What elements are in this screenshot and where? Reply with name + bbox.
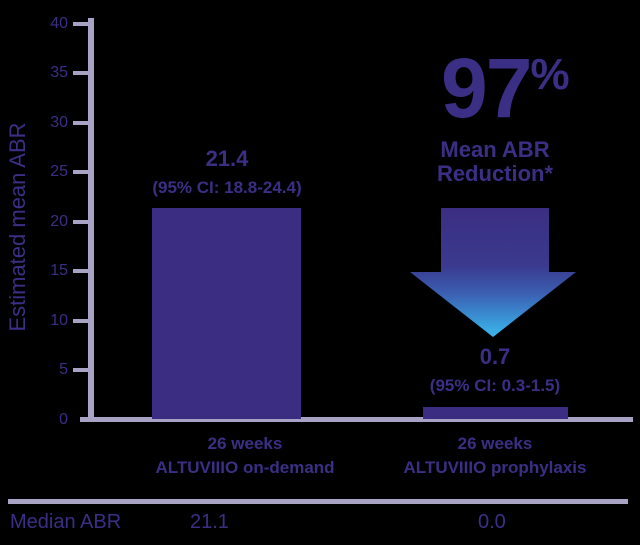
reduction-percent-number: 97: [441, 41, 532, 135]
x-axis-line: [80, 417, 633, 422]
y-tick-mark: [73, 269, 93, 273]
bar-prophylaxis: [423, 407, 568, 419]
median-abr-prophylaxis: 0.0: [478, 511, 506, 533]
bar-on-demand: [152, 208, 301, 419]
reduction-caption-line1: Mean ABR: [440, 137, 550, 162]
x-category-on-demand-line1: 26 weeks: [207, 434, 283, 453]
reduction-caption-line2: Reduction*: [436, 161, 554, 186]
y-tick-mark: [73, 121, 93, 125]
reduction-percent: 97%: [441, 46, 570, 130]
x-category-on-demand-line2: ALTUVIIIO on-demand: [155, 458, 335, 477]
x-category-on-demand: 26 weeks ALTUVIIIO on-demand: [110, 432, 380, 480]
reduction-caption: Mean ABR Reduction*: [405, 138, 585, 186]
y-tick-label-35: 35: [50, 64, 68, 81]
median-abr-on-demand: 21.1: [190, 511, 229, 533]
y-tick-mark: [73, 220, 93, 224]
y-axis-label: Estimated mean ABR: [5, 122, 30, 332]
bar-value-prophylaxis: 0.7: [479, 344, 511, 369]
y-tick-label-15: 15: [50, 262, 68, 279]
bar-ci-on-demand: (95% CI: 18.8-24.4): [152, 178, 302, 197]
median-abr-label: Median ABR: [10, 511, 122, 533]
y-tick-mark: [73, 22, 93, 26]
table-divider: [8, 499, 628, 504]
y-axis-line: [88, 18, 94, 422]
x-category-prophylaxis-line1: 26 weeks: [457, 434, 533, 453]
y-tick-label-30: 30: [50, 114, 68, 131]
y-tick-mark: [73, 170, 93, 174]
reduction-percent-sign: %: [530, 50, 570, 99]
y-tick-mark: [73, 71, 93, 75]
y-tick-label-40: 40: [50, 15, 68, 32]
y-tick-label-20: 20: [50, 213, 68, 230]
y-tick-mark: [73, 368, 93, 372]
x-category-prophylaxis-line2: ALTUVIIIO prophylaxis: [403, 458, 587, 477]
bar-ci-prophylaxis: (95% CI: 0.3-1.5): [429, 376, 561, 395]
down-arrow-icon: [410, 208, 576, 337]
y-tick-label-0: 0: [59, 411, 68, 428]
y-tick-label-25: 25: [50, 163, 68, 180]
y-tick-label-5: 5: [59, 361, 68, 378]
x-category-prophylaxis: 26 weeks ALTUVIIIO prophylaxis: [360, 432, 630, 480]
bar-value-on-demand: 21.4: [205, 146, 249, 171]
y-tick-mark: [73, 319, 93, 323]
y-tick-label-10: 10: [50, 312, 68, 329]
